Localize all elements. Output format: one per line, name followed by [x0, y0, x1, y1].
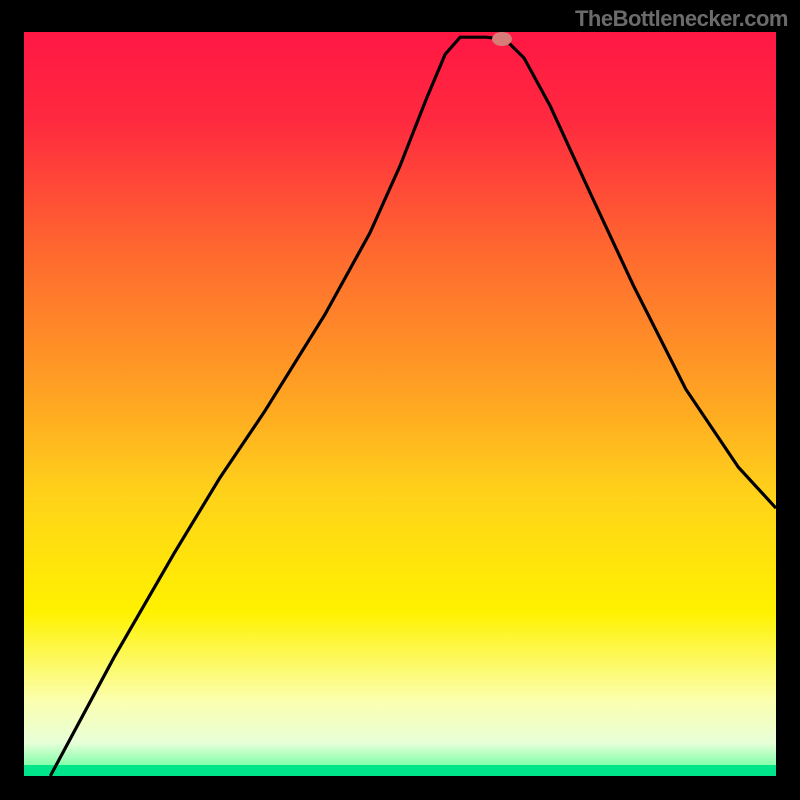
optimal-marker-icon	[492, 32, 512, 46]
watermark-text: TheBottlenecker.com	[575, 6, 788, 32]
curve-polyline	[50, 37, 776, 776]
bottleneck-curve	[24, 32, 776, 776]
chart-frame: TheBottlenecker.com	[0, 0, 800, 800]
plot-area	[24, 32, 776, 776]
